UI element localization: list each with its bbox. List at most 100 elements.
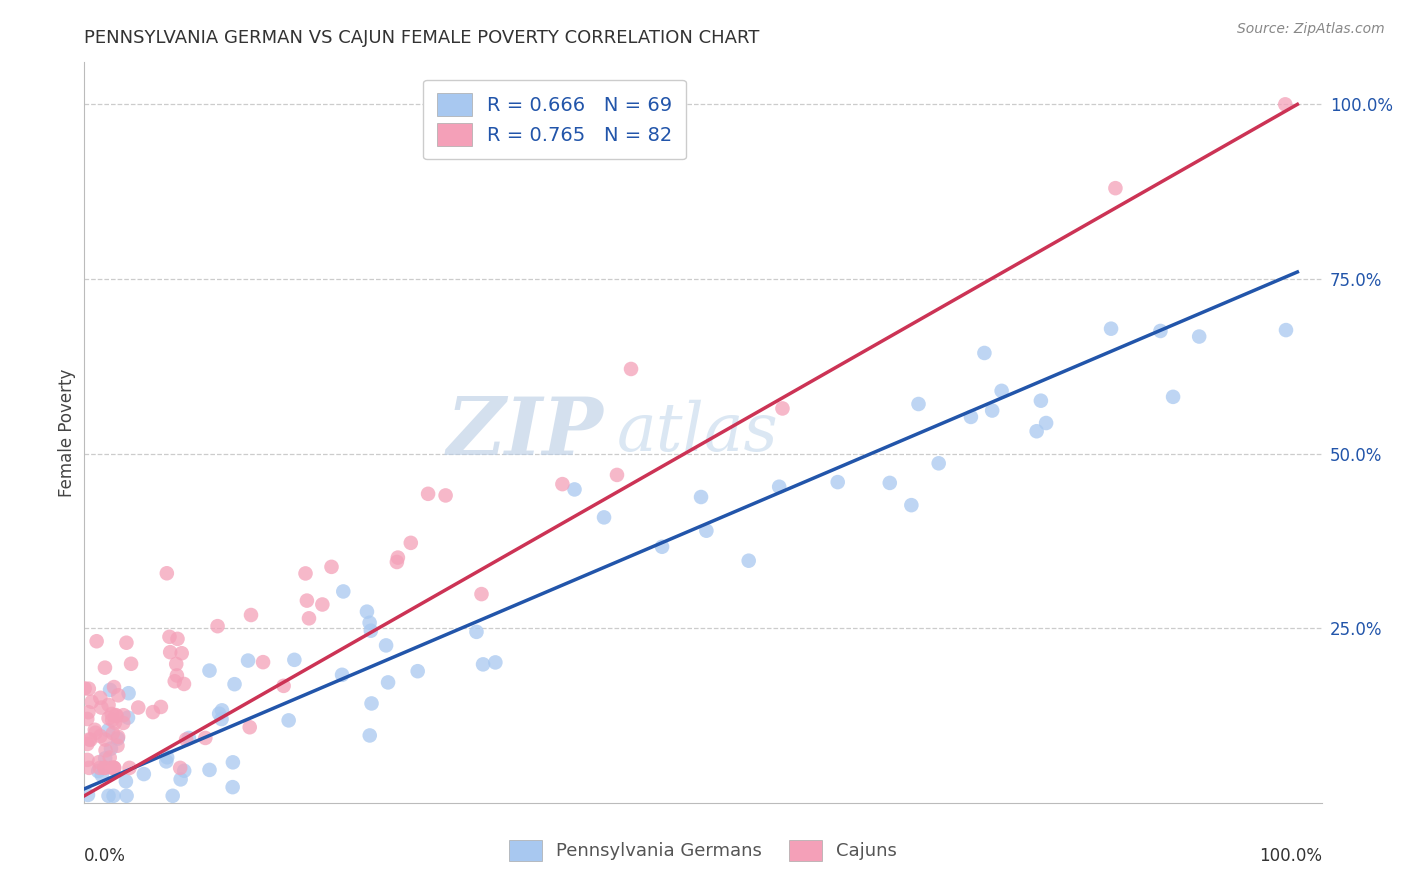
Point	[127, 700, 149, 714]
Point	[239, 720, 262, 734]
Point	[155, 755, 177, 769]
Point	[1188, 329, 1211, 343]
Point	[107, 739, 129, 753]
Point	[76, 712, 98, 726]
Point	[118, 761, 141, 775]
Y-axis label: Female Poverty: Female Poverty	[58, 368, 76, 497]
Point	[772, 401, 794, 416]
Point	[907, 397, 929, 411]
Point	[103, 680, 125, 694]
Point	[101, 713, 124, 727]
Point	[103, 761, 125, 775]
Point	[416, 487, 439, 501]
Point	[1029, 393, 1052, 408]
Point	[1104, 181, 1126, 195]
Point	[77, 705, 100, 719]
Point	[86, 634, 108, 648]
Point	[359, 729, 381, 743]
Point	[387, 550, 409, 565]
Point	[159, 630, 181, 644]
Point	[470, 587, 492, 601]
Point	[283, 653, 305, 667]
Point	[1275, 323, 1298, 337]
Point	[76, 737, 98, 751]
Point	[385, 555, 408, 569]
Point	[827, 475, 849, 489]
Point	[115, 789, 138, 803]
Point	[94, 751, 117, 765]
Point	[332, 584, 354, 599]
Point	[224, 677, 246, 691]
Point	[399, 536, 422, 550]
Point	[294, 566, 316, 581]
Point	[93, 761, 115, 775]
Point	[103, 761, 125, 775]
Point	[117, 711, 139, 725]
Point	[76, 753, 98, 767]
Point	[375, 639, 398, 653]
Point	[928, 456, 950, 470]
Point	[768, 480, 790, 494]
Point	[87, 755, 110, 769]
Point	[94, 743, 117, 757]
Point	[277, 714, 299, 728]
Point	[198, 664, 221, 678]
Point	[156, 750, 179, 764]
Point	[273, 679, 295, 693]
Point	[103, 789, 125, 803]
Point	[211, 703, 233, 717]
Point	[89, 729, 111, 743]
Text: Source: ZipAtlas.com: Source: ZipAtlas.com	[1237, 22, 1385, 37]
Point	[77, 761, 100, 775]
Point	[80, 695, 103, 709]
Point	[1274, 97, 1296, 112]
Point	[100, 761, 122, 775]
Point	[198, 763, 221, 777]
Point	[89, 761, 111, 775]
Point	[360, 624, 382, 638]
Point	[377, 675, 399, 690]
Point	[104, 715, 127, 730]
Point	[900, 498, 922, 512]
Point	[606, 467, 628, 482]
Point	[115, 774, 138, 789]
Point	[84, 725, 107, 739]
Point	[169, 772, 191, 787]
Point	[132, 767, 155, 781]
Point	[960, 409, 983, 424]
Point	[359, 615, 381, 630]
Point	[90, 768, 112, 782]
Point	[97, 789, 120, 803]
Point	[98, 750, 121, 764]
Point	[97, 698, 120, 712]
Point	[1099, 321, 1122, 335]
Point	[207, 619, 229, 633]
Point	[90, 700, 112, 714]
Point	[94, 761, 117, 775]
Point	[165, 657, 187, 671]
Point	[166, 668, 188, 682]
Point	[170, 646, 193, 660]
Point	[1161, 390, 1184, 404]
Text: ZIP: ZIP	[447, 394, 605, 471]
Point	[690, 490, 713, 504]
Point	[990, 384, 1012, 398]
Point	[173, 764, 195, 778]
Point	[177, 731, 200, 745]
Point	[89, 690, 111, 705]
Point	[101, 726, 124, 740]
Point	[94, 732, 117, 747]
Point	[149, 700, 172, 714]
Point	[564, 483, 586, 497]
Point	[162, 789, 184, 803]
Point	[156, 566, 179, 581]
Point	[738, 554, 761, 568]
Point	[120, 657, 142, 671]
Point	[174, 732, 197, 747]
Point	[112, 715, 135, 730]
Point	[551, 477, 574, 491]
Point	[973, 346, 995, 360]
Point	[79, 732, 101, 747]
Point	[100, 741, 122, 756]
Point	[208, 706, 231, 721]
